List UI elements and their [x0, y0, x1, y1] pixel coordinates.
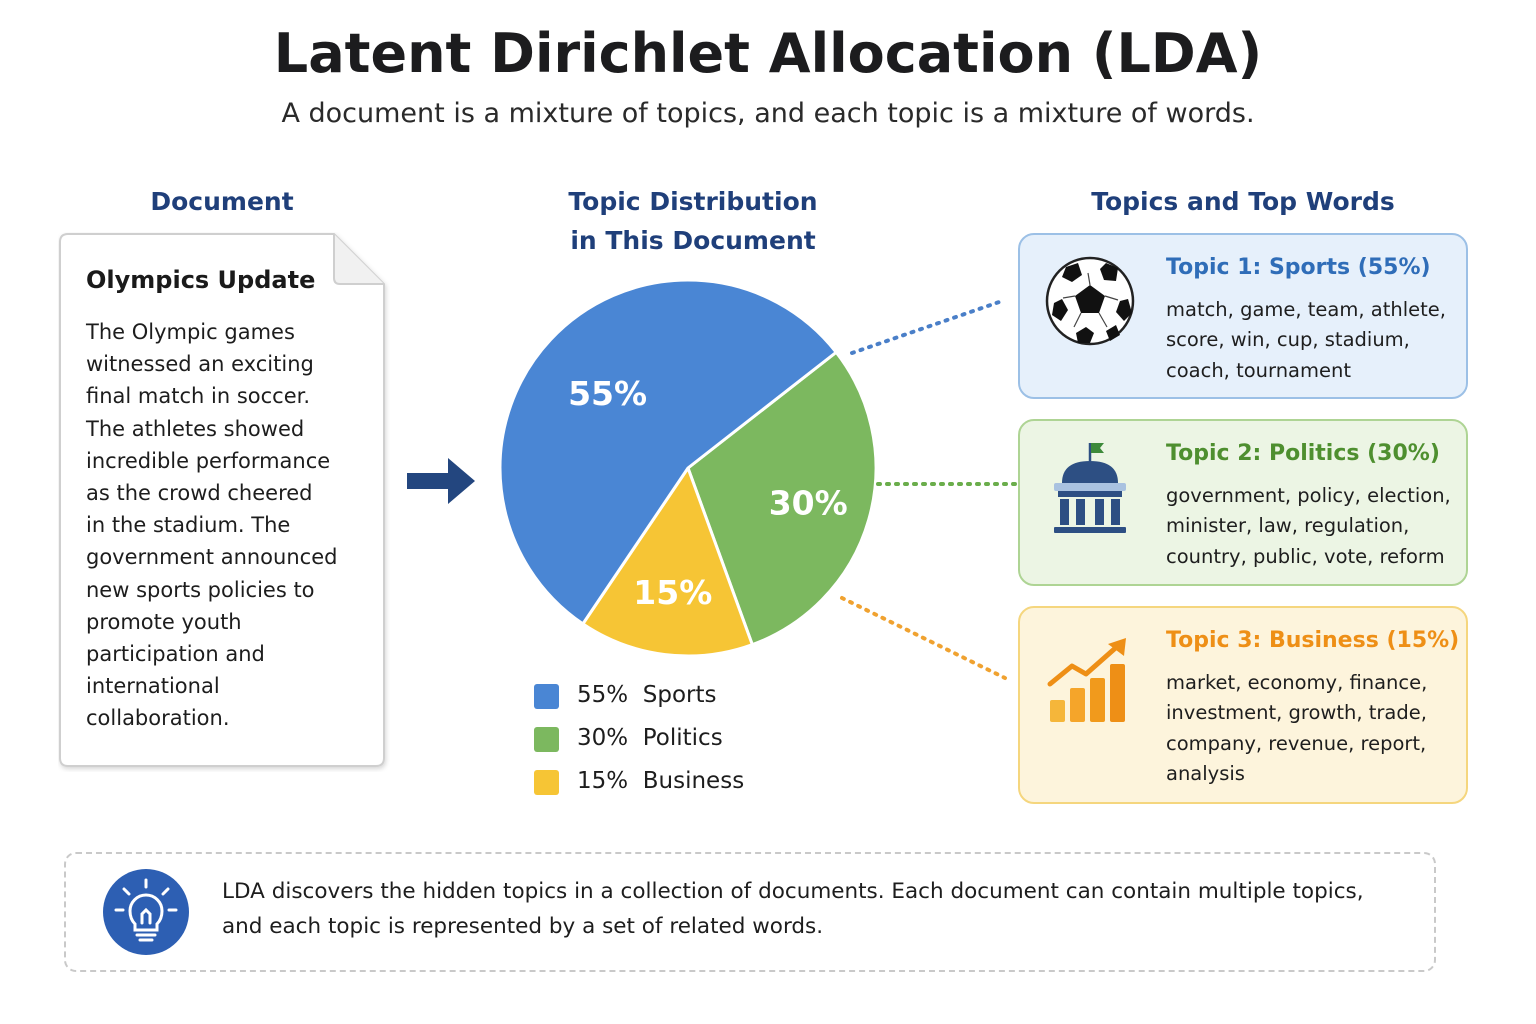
- pie-slice-politics: [686, 350, 878, 647]
- document-body: The Olympic games witnessed an exciting …: [86, 316, 376, 735]
- pie-slice-sports: [498, 278, 839, 626]
- document-line: participation and: [86, 642, 265, 667]
- document-heading: Document: [150, 187, 294, 216]
- pie-slice-sports-label: 55%: [568, 374, 647, 413]
- legend-swatch: [534, 684, 559, 709]
- pie-slice-business-label: 15%: [633, 573, 712, 612]
- right-arrow-icon: [407, 458, 475, 504]
- document-line: new sports policies to: [86, 577, 315, 602]
- pie-slice-politics-label: 30%: [769, 484, 848, 523]
- footer-note: LDA discovers the hidden topics in a col…: [222, 874, 1402, 944]
- topic-card-sports: Topic 1: Sports (55%) match, game, team,…: [1018, 233, 1468, 399]
- lightbulb-icon: [103, 869, 189, 955]
- topic-words-line: investment, growth, trade,: [1166, 701, 1427, 725]
- legend-swatch: [534, 770, 559, 795]
- legend-label: 15% Business: [577, 768, 745, 794]
- legend-label: 30% Politics: [577, 725, 723, 751]
- document-line: The Olympic games: [86, 320, 295, 344]
- distribution-heading-line-1: Topic Distribution: [568, 187, 818, 216]
- document-line: promote youth: [86, 609, 242, 634]
- document-line: government announced: [86, 545, 338, 570]
- growth-chart-icon: [1047, 638, 1126, 722]
- document-line: collaboration.: [86, 706, 230, 731]
- topic-card-politics: Topic 2: Politics (30%) government, poli…: [1018, 419, 1468, 586]
- distribution-heading-line-2: in This Document: [570, 226, 816, 255]
- topic-words-line: market, economy, finance,: [1166, 671, 1428, 694]
- government-building-icon: [1054, 443, 1126, 533]
- topic-words: market, economy, finance, investment, gr…: [1166, 668, 1462, 789]
- footer-note-line: and each topic is represented by a set o…: [222, 914, 824, 939]
- legend-swatch: [534, 727, 559, 752]
- document-line: as the crowd cheered: [86, 481, 313, 506]
- business-connector-line: [840, 596, 1007, 680]
- topic-words-line: government, policy, election,: [1166, 484, 1451, 507]
- topic-title: Topic 1: Sports (55%): [1166, 255, 1431, 280]
- topic-words-line: score, win, cup, stadium,: [1166, 328, 1410, 352]
- page-title: Latent Dirichlet Allocation (LDA): [273, 22, 1263, 85]
- topic-words: match, game, team, athlete, score, win, …: [1166, 295, 1462, 386]
- document-title: Olympics Update: [86, 266, 316, 294]
- document-line: witnessed an exciting: [86, 352, 314, 377]
- topic-title: Topic 2: Politics (30%): [1166, 441, 1440, 466]
- topic-words-line: coach, tournament: [1166, 358, 1351, 382]
- topic-words: government, policy, election, minister, …: [1166, 481, 1462, 572]
- topic-words-line: company, revenue, report,: [1166, 731, 1427, 755]
- topic-words-line: country, public, vote, reform: [1166, 544, 1445, 568]
- pie-slice-business: [580, 464, 755, 658]
- document-line: international: [86, 674, 220, 699]
- document-line: The athletes showed: [86, 416, 305, 441]
- topic-title: Topic 3: Business (15%): [1166, 628, 1460, 653]
- topic-words-line: analysis: [1166, 761, 1245, 785]
- soccer-ball-icon: [1045, 256, 1135, 346]
- topic-card-business: Topic 3: Business (15%) market, economy,…: [1018, 606, 1468, 804]
- topic-words-line: minister, law, regulation,: [1166, 514, 1410, 538]
- page-subtitle: A document is a mixture of topics, and e…: [281, 98, 1255, 129]
- sports-connector-line: [850, 298, 1007, 355]
- distribution-heading: Topic Distribution in This Document: [493, 182, 893, 260]
- document-line: incredible performance: [86, 448, 331, 473]
- document-line: in the stadium. The: [86, 513, 291, 538]
- document-card: [59, 233, 385, 767]
- footer-note-box: [64, 852, 1436, 972]
- topics-heading: Topics and Top Words: [1091, 187, 1395, 216]
- topic-words-line: match, game, team, athlete,: [1166, 298, 1446, 321]
- legend-label: 55% Sports: [577, 682, 717, 708]
- footer-note-line: LDA discovers the hidden topics in a col…: [222, 879, 1364, 904]
- document-line: final match in soccer.: [86, 384, 311, 409]
